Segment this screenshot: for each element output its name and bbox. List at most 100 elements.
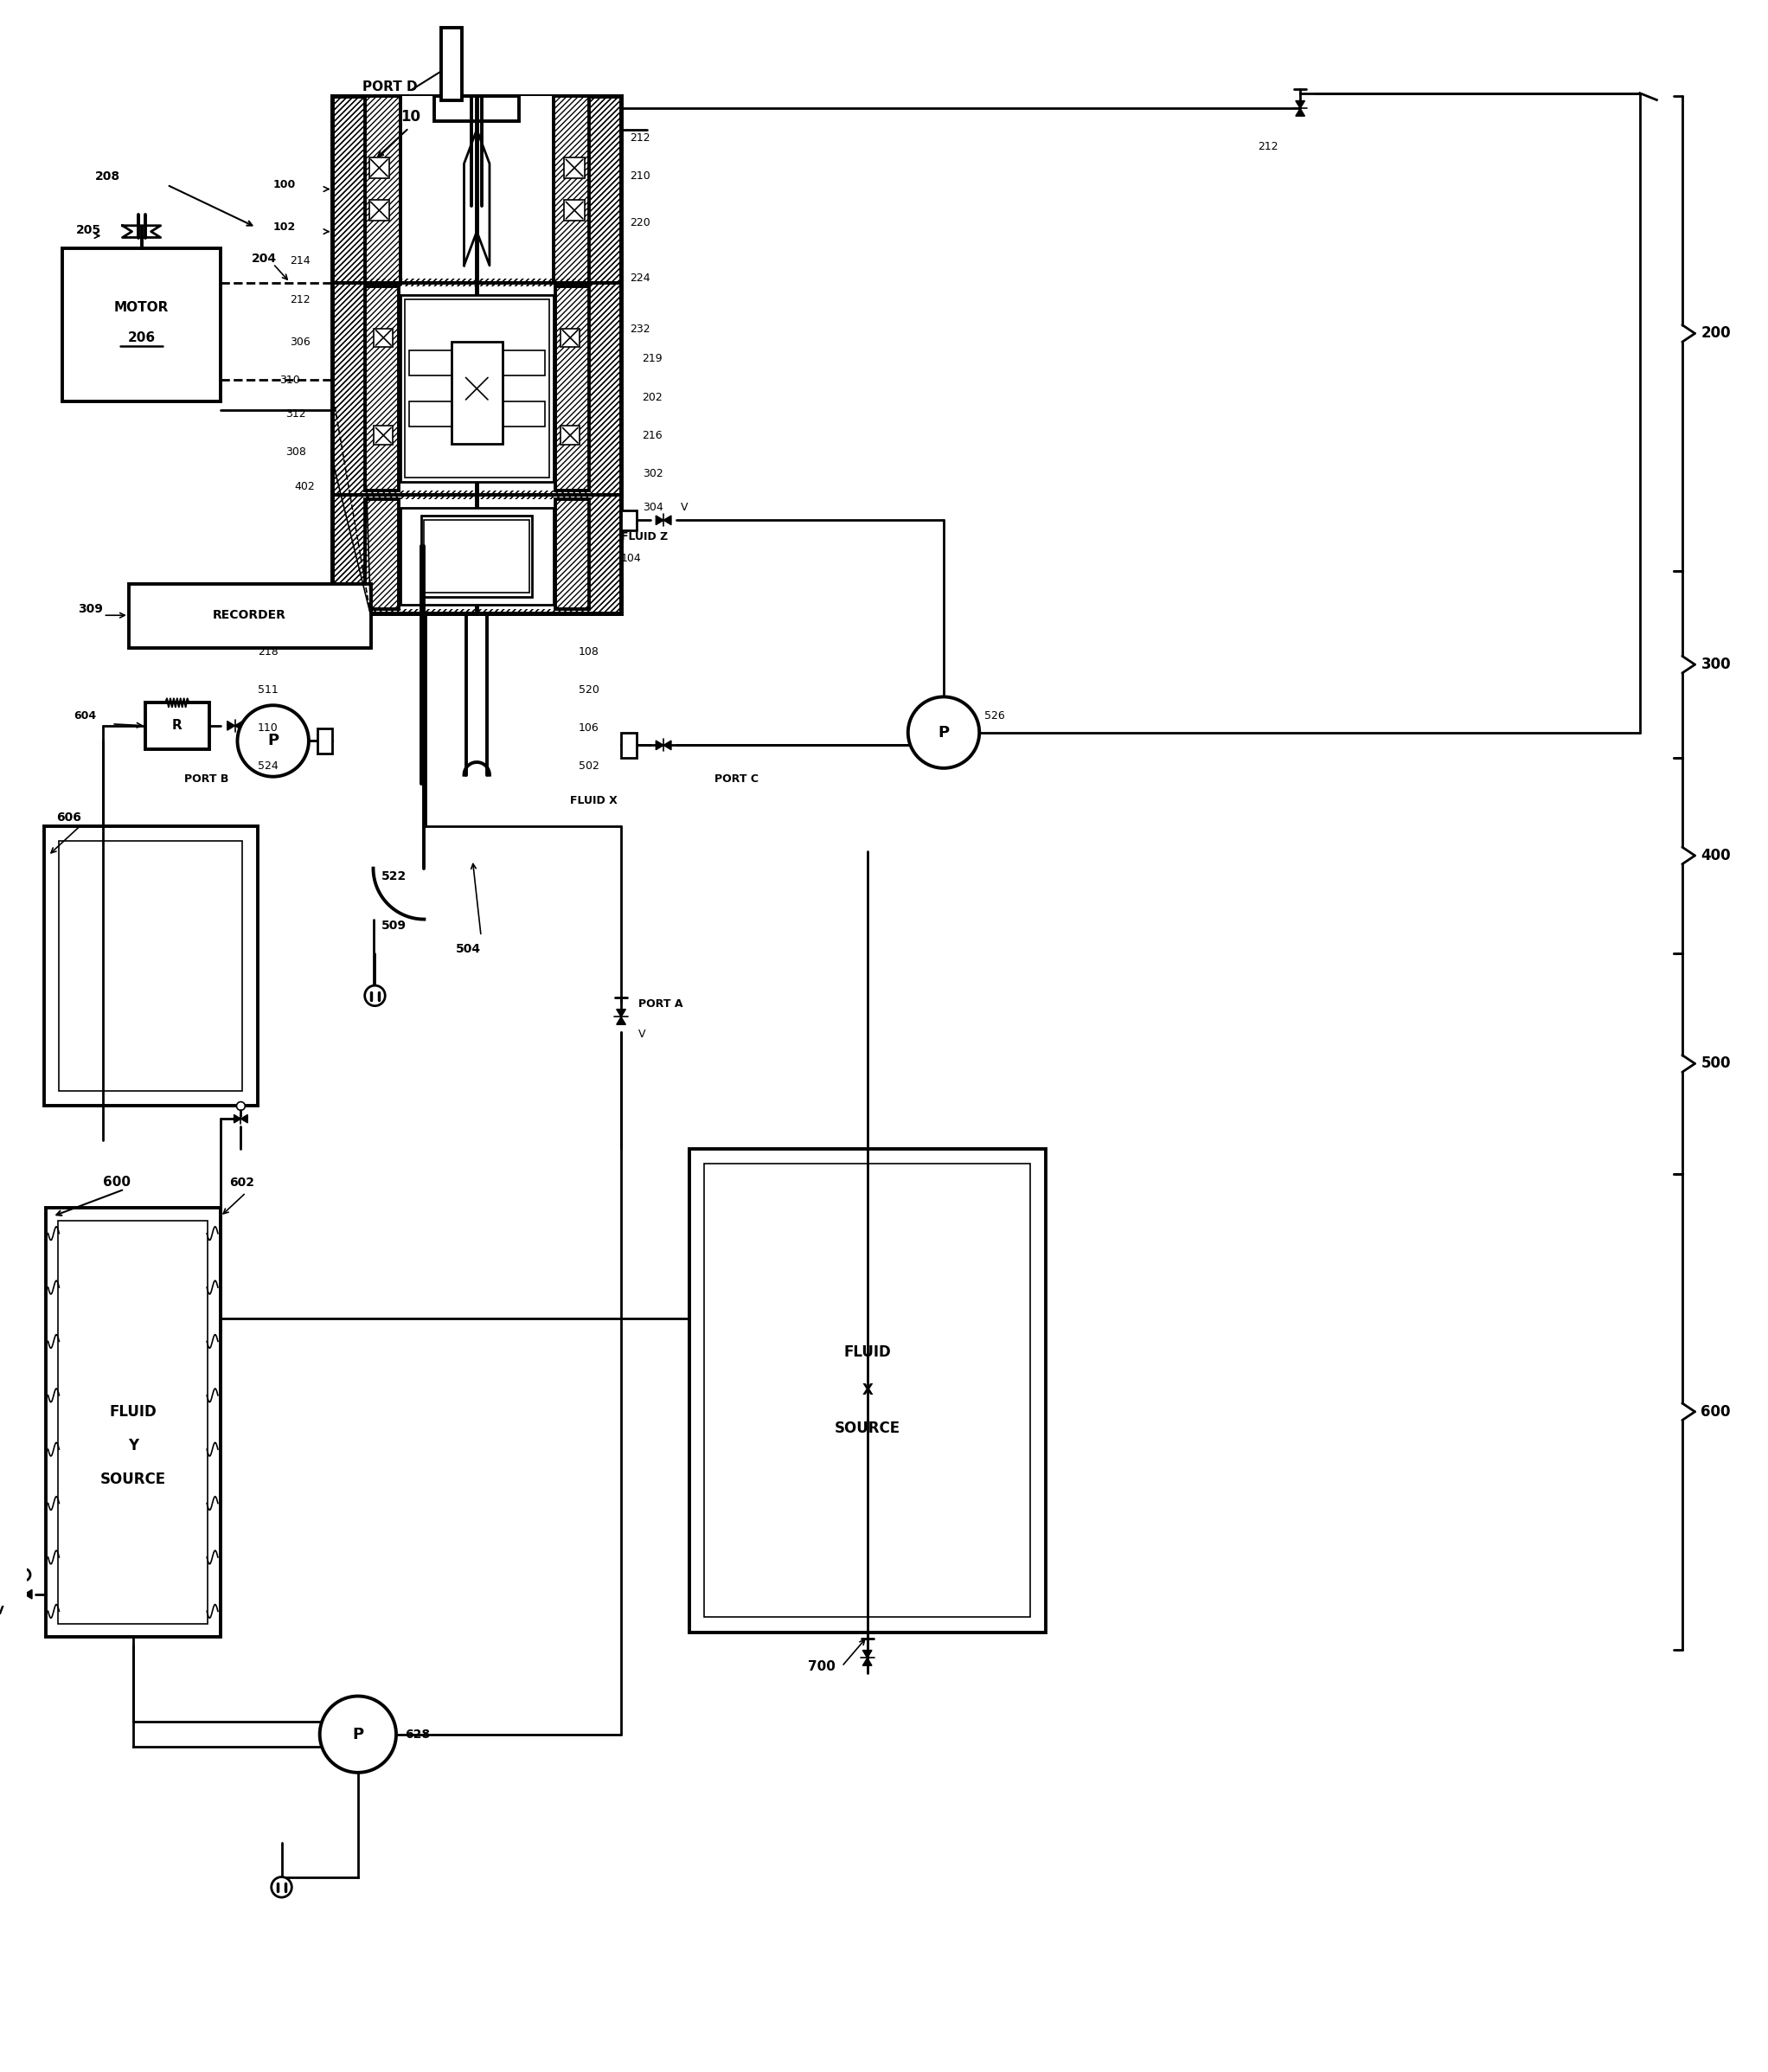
Bar	[690, 1148, 1045, 1633]
Bar	[704, 1164, 1031, 1616]
Bar	[424, 520, 529, 593]
Text: 306: 306	[290, 336, 311, 348]
Bar	[145, 702, 209, 750]
Bar	[442, 27, 461, 99]
Bar	[129, 584, 371, 649]
Bar	[44, 827, 258, 1106]
Text: 602: 602	[228, 1177, 255, 1189]
Text: 212: 212	[629, 133, 651, 143]
Text: 502: 502	[578, 760, 599, 773]
Bar	[364, 286, 589, 491]
Bar	[375, 427, 392, 445]
Text: 200: 200	[1701, 325, 1731, 342]
Bar	[316, 727, 332, 754]
Polygon shape	[235, 721, 242, 729]
Text: 204: 204	[251, 253, 278, 265]
Bar	[408, 350, 456, 375]
Polygon shape	[617, 1017, 626, 1024]
Text: 400: 400	[1701, 847, 1731, 864]
Text: FLUID: FLUID	[110, 1405, 157, 1419]
Text: 302: 302	[642, 468, 663, 479]
Text: 509: 509	[382, 920, 407, 932]
Bar	[553, 95, 589, 282]
Polygon shape	[863, 1658, 872, 1666]
Text: MOTOR: MOTOR	[115, 300, 170, 315]
Text: 232: 232	[629, 323, 651, 336]
Text: P: P	[267, 733, 279, 748]
Bar	[62, 249, 221, 402]
Text: 206: 206	[127, 332, 156, 344]
Text: 212: 212	[290, 294, 311, 305]
Text: 10: 10	[400, 110, 421, 124]
Bar	[334, 97, 619, 611]
Polygon shape	[1296, 108, 1305, 116]
Bar	[332, 495, 621, 613]
Circle shape	[320, 1697, 396, 1772]
Bar	[564, 201, 585, 220]
Circle shape	[909, 696, 979, 769]
Text: P: P	[352, 1726, 364, 1743]
Text: 102: 102	[272, 222, 295, 232]
Bar	[435, 95, 520, 120]
Circle shape	[237, 704, 309, 777]
Bar	[400, 294, 553, 483]
Text: 511: 511	[258, 684, 278, 696]
Text: 300: 300	[1701, 657, 1731, 671]
Polygon shape	[663, 740, 672, 750]
Text: PORT C: PORT C	[714, 773, 758, 785]
Bar	[332, 95, 621, 282]
Polygon shape	[16, 1589, 25, 1600]
Bar	[364, 499, 589, 609]
Bar	[58, 841, 242, 1090]
Text: 104: 104	[621, 553, 642, 564]
Text: 219: 219	[642, 352, 663, 365]
Text: 310: 310	[279, 375, 301, 385]
Circle shape	[237, 1102, 246, 1111]
Bar	[555, 286, 589, 491]
Text: 216: 216	[642, 429, 663, 441]
Polygon shape	[663, 516, 672, 524]
Text: 500: 500	[1701, 1057, 1731, 1071]
Text: FLUID Z: FLUID Z	[621, 533, 668, 543]
Text: 628: 628	[405, 1728, 430, 1740]
Bar	[621, 733, 636, 758]
Bar	[564, 157, 585, 178]
Polygon shape	[656, 516, 663, 524]
Bar	[421, 516, 532, 597]
Bar	[370, 201, 389, 220]
Text: 402: 402	[293, 481, 315, 491]
Text: V: V	[681, 501, 688, 514]
Bar	[375, 327, 392, 346]
Bar	[451, 342, 502, 443]
Bar	[400, 508, 553, 605]
Text: 600: 600	[103, 1177, 131, 1189]
Text: P: P	[939, 725, 949, 740]
Bar	[621, 510, 636, 530]
Polygon shape	[617, 1009, 626, 1017]
Text: X: X	[861, 1382, 873, 1399]
Bar	[46, 1208, 221, 1637]
Text: FLUID X: FLUID X	[569, 796, 617, 806]
Polygon shape	[233, 1115, 240, 1123]
Text: FLUID: FLUID	[843, 1345, 891, 1359]
Text: 218: 218	[258, 646, 278, 657]
Bar	[364, 95, 589, 278]
Text: 214: 214	[290, 255, 311, 267]
Text: 205: 205	[76, 224, 101, 236]
Polygon shape	[240, 1115, 248, 1123]
Bar	[560, 327, 580, 346]
Polygon shape	[25, 1589, 32, 1600]
Polygon shape	[863, 1649, 872, 1658]
Text: 220: 220	[629, 218, 651, 228]
Bar	[332, 282, 621, 495]
Text: 526: 526	[985, 711, 1004, 721]
Text: 210: 210	[629, 170, 651, 182]
Text: V: V	[638, 1028, 645, 1040]
Bar	[364, 95, 400, 282]
Bar	[555, 499, 589, 609]
Text: 504: 504	[456, 943, 481, 955]
Text: 524: 524	[258, 760, 278, 773]
Polygon shape	[228, 721, 235, 729]
Circle shape	[461, 373, 492, 404]
Text: 106: 106	[578, 723, 599, 733]
